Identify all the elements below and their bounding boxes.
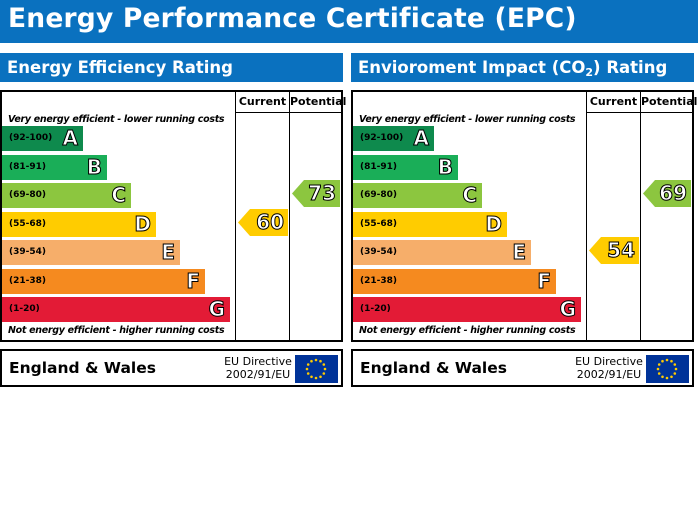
band-a: (92-100) A: [353, 126, 434, 151]
current-rating-value: 54: [607, 238, 636, 263]
band-letter: B: [437, 154, 453, 179]
band-b: (81-91) B: [2, 154, 107, 180]
eu-flag-icon: [646, 355, 689, 383]
band-range: (69-80): [9, 190, 47, 200]
region-label: England & Wales: [360, 359, 507, 377]
band-range: (1-20): [360, 304, 391, 314]
band-range: (92-100): [360, 133, 404, 143]
current-arrow-shape: [589, 237, 639, 264]
footer-box: England & Wales EU Directive 2002/91/EU: [0, 349, 343, 387]
eu-directive: EU Directive 2002/91/EU: [218, 355, 298, 381]
band-range: (55-68): [360, 218, 398, 229]
environment-impact-section: Envioroment Impact (CO2) Rating Current Po…: [351, 53, 697, 387]
efficient-note: Very energy efficient - lower running co…: [8, 114, 225, 125]
potential-rating-arrow: 73: [292, 180, 340, 207]
band-e: (39-54) E: [2, 240, 180, 265]
region-label: England & Wales: [9, 359, 156, 377]
potential-rating-value: 73: [308, 181, 337, 206]
band-g: (1-20) G: [2, 297, 230, 322]
band-c: (69-80) C: [2, 183, 131, 208]
potential-column-header: Potential: [641, 95, 698, 108]
current-rating-arrow: 60: [238, 209, 288, 236]
eu-flag-icon: [295, 355, 338, 383]
band-a: (92-100) A: [2, 126, 83, 151]
band-letter: D: [134, 211, 152, 236]
band-letter: F: [186, 268, 201, 293]
potential-arrow-shape: [643, 180, 691, 207]
inefficient-note: Not energy efficient - higher running co…: [8, 325, 225, 336]
rating-chart: Current Potential Very energy efficient - …: [0, 90, 347, 342]
band-range: (92-100): [9, 133, 53, 143]
heading-text-end: ) Rating: [593, 58, 668, 77]
potential-rating-arrow: 69: [643, 180, 691, 207]
header-divider: [235, 112, 341, 113]
band-range: (1-20): [9, 304, 40, 314]
potential-rating-value: 69: [659, 181, 688, 206]
header-divider: [586, 112, 692, 113]
band-c: (69-80) C: [353, 183, 482, 208]
band-e: (39-54) E: [353, 240, 531, 265]
current-rating-arrow: 54: [589, 237, 639, 264]
directive-line-2: 2002/91/EU: [576, 368, 642, 381]
potential-column-header: Potential: [290, 95, 347, 108]
column-divider: [640, 92, 641, 340]
band-f: (21-38) F: [353, 268, 556, 294]
heading-subscript: 2: [585, 66, 594, 79]
column-divider: [289, 92, 290, 340]
current-rating-value: 60: [256, 210, 285, 235]
band-d: (55-68) D: [353, 211, 507, 237]
heading-text: Envioroment Impact (CO: [358, 58, 586, 77]
current-column-header: Current: [238, 95, 287, 108]
band-letter: E: [512, 240, 527, 265]
band-letter: E: [161, 240, 176, 265]
band-letter: G: [208, 297, 225, 322]
band-letter: F: [537, 268, 552, 293]
band-range: (21-38): [9, 275, 47, 286]
band-range: (39-54): [9, 247, 47, 257]
band-range: (21-38): [360, 275, 398, 286]
current-arrow-shape: [238, 209, 288, 236]
eu-directive: EU Directive 2002/91/EU: [569, 355, 649, 381]
band-f: (21-38) F: [2, 268, 205, 294]
directive-line-1: EU Directive: [224, 355, 292, 368]
current-column-header: Current: [589, 95, 638, 108]
page-title: Energy Performance Certificate (EPC): [8, 3, 577, 34]
band-letter: D: [485, 211, 503, 236]
band-range: (39-54): [360, 247, 398, 257]
footer-box: England & Wales EU Directive 2002/91/EU: [351, 349, 694, 387]
section-heading: Envioroment Impact (CO2) Rating: [351, 53, 694, 82]
band-letter: B: [86, 154, 102, 179]
band-letter: C: [111, 183, 127, 208]
band-range: (81-91): [360, 161, 398, 172]
rating-chart: Current Potential Very energy efficient - …: [351, 90, 698, 342]
band-range: (81-91): [9, 161, 47, 172]
column-divider: [235, 92, 236, 340]
band-b: (81-91) B: [353, 154, 458, 180]
title-bar: Energy Performance Certificate (EPC): [0, 0, 698, 43]
column-divider: [586, 92, 587, 340]
section-heading: Energy Efficiency Rating: [0, 53, 343, 82]
inefficient-note: Not energy efficient - higher running co…: [359, 325, 576, 336]
directive-line-1: EU Directive: [575, 355, 643, 368]
directive-line-2: 2002/91/EU: [225, 368, 291, 381]
efficient-note: Very energy efficient - lower running co…: [359, 114, 576, 125]
band-range: (55-68): [9, 218, 47, 229]
band-letter: A: [413, 126, 430, 151]
energy-efficiency-section: Energy Efficiency Rating Current Potential…: [0, 53, 346, 387]
band-g: (1-20) G: [353, 297, 581, 322]
band-letter: A: [62, 126, 79, 151]
band-letter: G: [559, 297, 576, 322]
band-range: (69-80): [360, 190, 398, 200]
band-d: (55-68) D: [2, 211, 156, 237]
band-letter: C: [462, 183, 478, 208]
potential-arrow-shape: [292, 180, 340, 207]
